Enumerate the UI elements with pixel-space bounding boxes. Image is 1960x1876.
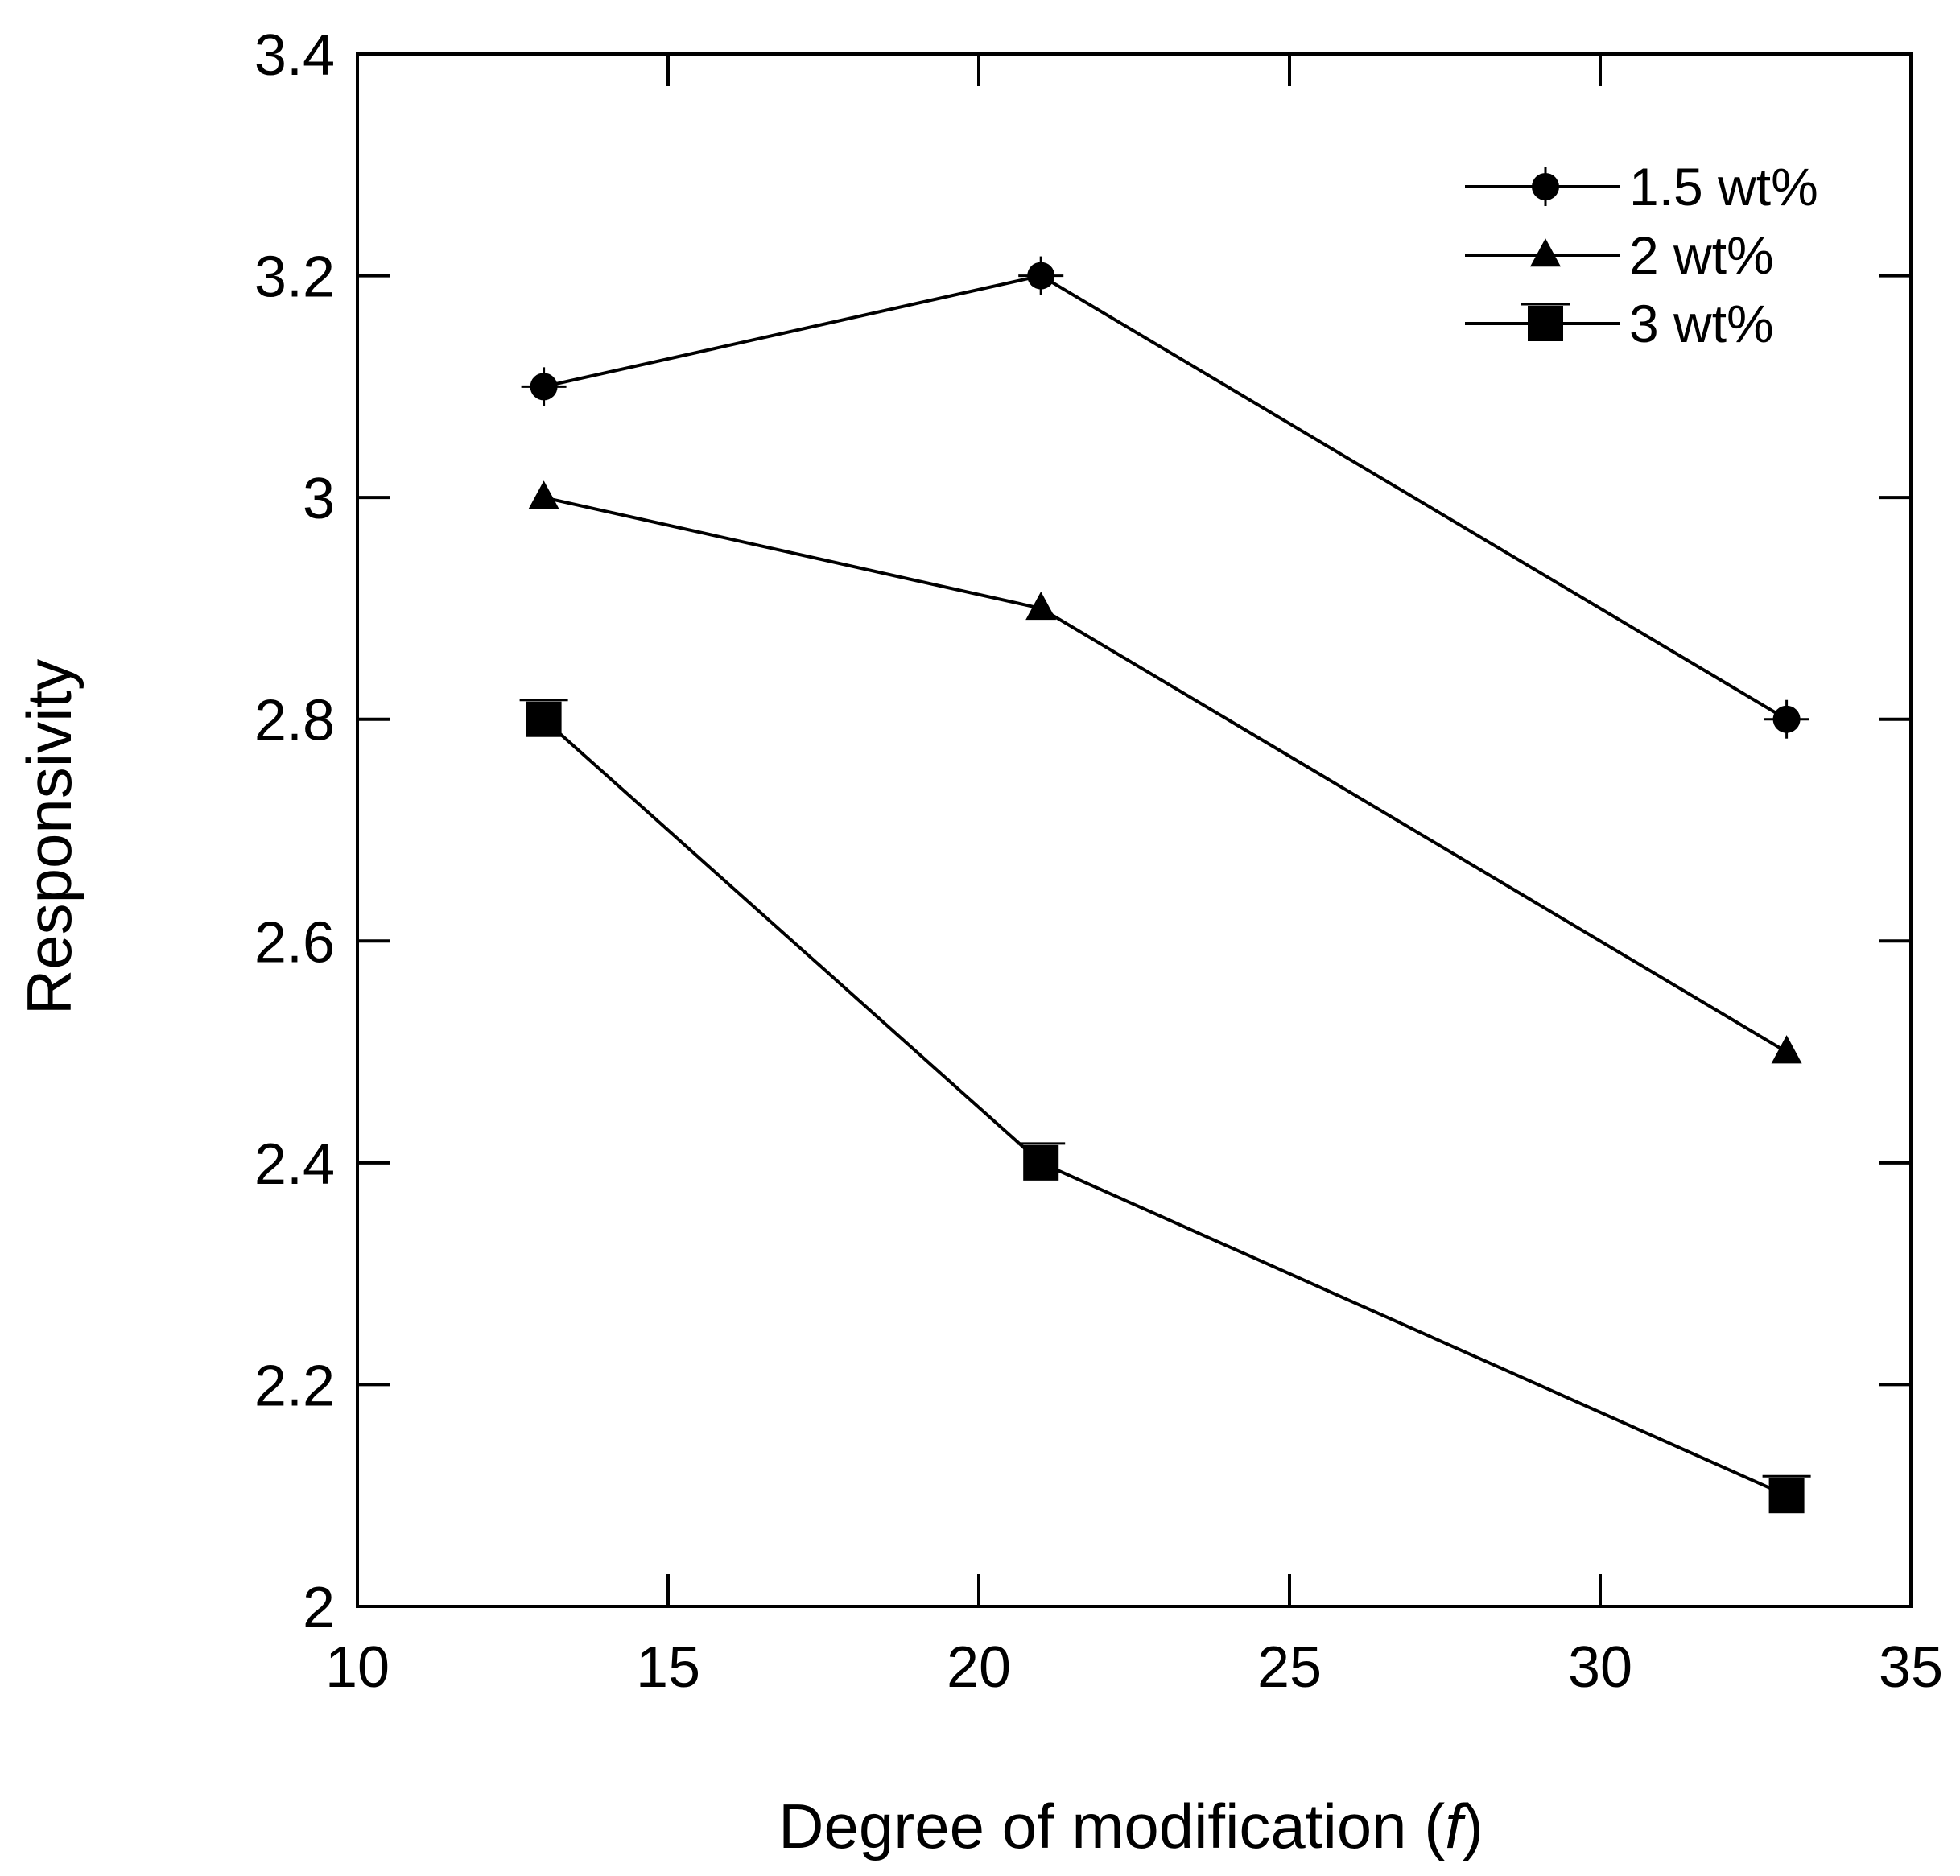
x-tick-label-35: 35	[1879, 1635, 1943, 1700]
legend-marker-1	[1523, 167, 1568, 206]
legend-label-2: 2 wt%	[1629, 225, 1774, 285]
y-tick-label-3.4: 3.4	[254, 23, 335, 88]
legend-entry-3: 3 wt%	[1465, 294, 1774, 353]
x-tick-label-20: 20	[947, 1635, 1011, 1700]
legend-marker-2	[1530, 238, 1561, 267]
y-axis-title: Responsivity	[14, 659, 85, 1015]
y-tick-label-2: 2	[303, 1576, 335, 1640]
series-1-line	[543, 274, 1788, 721]
y-tick-label-2.6: 2.6	[254, 910, 335, 975]
series-1-point-1	[521, 367, 567, 406]
plot-border	[356, 52, 1913, 1608]
series-3-point-3	[1762, 1474, 1811, 1514]
y-tick-label-2.8: 2.8	[254, 689, 335, 753]
x-axis-ticks: 10 15 20 25 30 35	[325, 54, 1943, 1700]
x-tick-label-30: 30	[1568, 1635, 1632, 1700]
series-2	[528, 480, 1802, 1064]
y-axis-ticks: 2 2.2 2.4 2.6 2.8 3 3.2 3.4	[254, 23, 1911, 1640]
x-tick-label-10: 10	[325, 1635, 390, 1700]
series-3-point-1	[519, 699, 568, 737]
series-layer	[519, 256, 1811, 1514]
legend-label-1: 1.5 wt%	[1629, 157, 1818, 216]
legend-marker-3-box	[1528, 306, 1563, 341]
x-axis-title: Degree of modification (f)	[778, 1791, 1483, 1862]
series-1	[521, 256, 1809, 739]
series-3-point-2-box	[1023, 1144, 1059, 1181]
series-2-point-1	[528, 480, 559, 509]
y-tick-label-3: 3	[303, 467, 335, 531]
plot-frame	[356, 52, 1913, 1608]
legend-marker-3	[1521, 303, 1570, 341]
series-2-line	[543, 496, 1788, 1053]
series-3-point-2	[1017, 1142, 1066, 1181]
x-tick-label-25: 25	[1257, 1635, 1322, 1700]
series-3-line	[543, 718, 1788, 1498]
legend: 1.5 wt% 2 wt% 3 wt%	[1465, 157, 1818, 353]
series-1-point-3	[1764, 699, 1809, 739]
series-3-point-1-box	[526, 701, 562, 737]
series-2-point-2	[1025, 592, 1057, 621]
legend-label-3: 3 wt%	[1629, 294, 1774, 353]
x-tick-label-15: 15	[636, 1635, 700, 1700]
series-1-point-2	[1018, 256, 1064, 295]
y-tick-label-2.2: 2.2	[254, 1354, 335, 1418]
legend-entry-2: 2 wt%	[1465, 225, 1774, 285]
y-tick-label-2.4: 2.4	[254, 1132, 335, 1197]
series-3	[519, 699, 1811, 1514]
series-3-point-3-box	[1768, 1478, 1805, 1514]
series-2-point-3	[1771, 1035, 1802, 1064]
legend-entry-1: 1.5 wt%	[1465, 157, 1818, 216]
y-tick-label-3.2: 3.2	[254, 245, 335, 310]
